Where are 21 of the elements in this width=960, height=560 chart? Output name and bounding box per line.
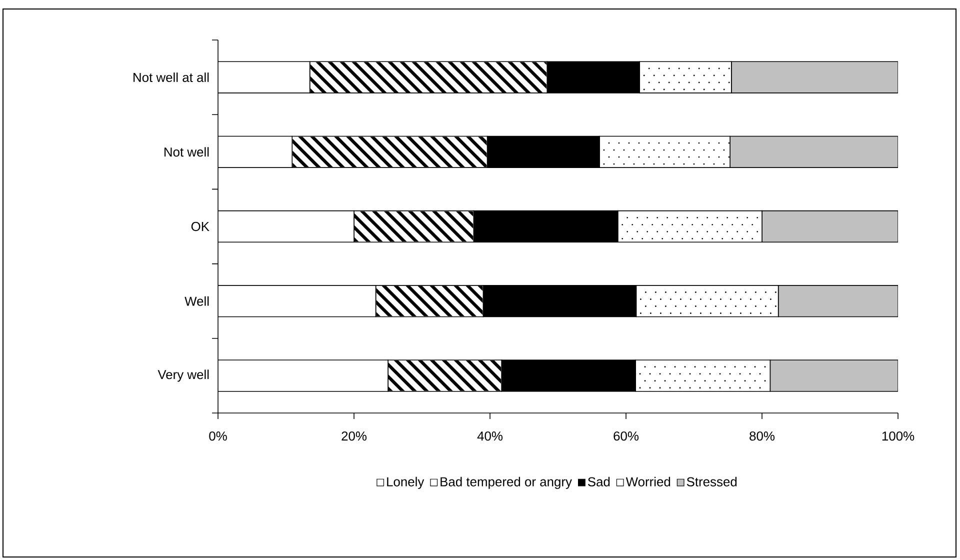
legend-label: Bad tempered or angry (440, 476, 572, 489)
bar (762, 210, 898, 243)
legend-label: Stressed (686, 476, 737, 486)
bar (770, 360, 898, 392)
bar (730, 136, 898, 168)
x-tick-label: 20% (342, 431, 367, 441)
legend-label: Worried (626, 476, 670, 486)
bar (731, 61, 898, 94)
x-tick-label: 0% (209, 431, 227, 441)
x-tick-label: 80% (750, 431, 775, 441)
legend-label: Lonely (387, 476, 424, 489)
y-tick-label: Well (184, 296, 209, 306)
y-tick-label: Very well (158, 370, 209, 382)
x-tick-label: 60% (614, 431, 639, 441)
bar (778, 285, 898, 318)
y-tick-label: Not well (164, 147, 209, 157)
legend-label: Sad (588, 476, 610, 486)
x-tick-label: 40% (477, 431, 503, 441)
x-tick-label: 100% (882, 431, 914, 441)
y-tick-label: OK (191, 222, 210, 232)
y-tick-label: Not well at all (134, 72, 209, 82)
